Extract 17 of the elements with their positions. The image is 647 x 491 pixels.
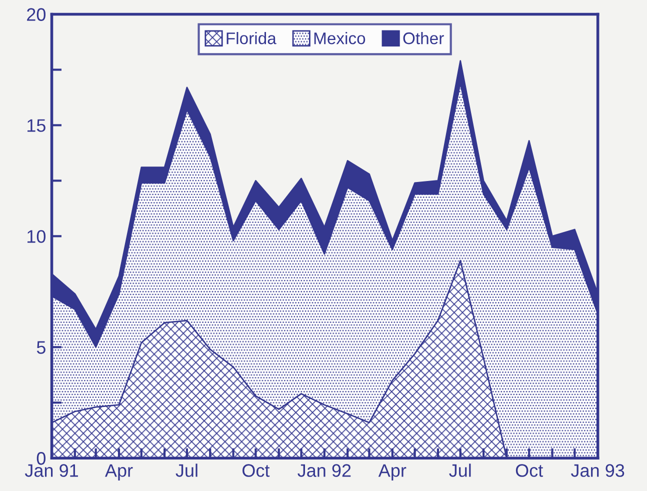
y-tick-label: 20 bbox=[27, 8, 46, 21]
y-tick-label: 5 bbox=[36, 341, 46, 354]
x-tick-label: Apr bbox=[104, 464, 133, 480]
x-tick-label: Jul bbox=[176, 464, 198, 477]
x-tick-label: Oct bbox=[242, 464, 270, 477]
y-tick-label: 15 bbox=[28, 119, 46, 132]
x-tick-label: Apr bbox=[378, 464, 406, 480]
legend-label: Other bbox=[403, 32, 444, 44]
x-tick-label: Jul bbox=[449, 464, 471, 477]
legend-label: Mexico bbox=[314, 32, 366, 44]
legend-label: Florida bbox=[226, 32, 276, 44]
y-tick-label: 10 bbox=[28, 230, 46, 243]
y-tick-label: 0 bbox=[36, 452, 46, 465]
x-tick-label: Oct bbox=[516, 464, 544, 477]
x-tick-label: Jan 93 bbox=[571, 464, 624, 477]
x-tick-label: Jan 91 bbox=[24, 464, 78, 477]
x-tick-label: Jan 92 bbox=[298, 464, 351, 477]
